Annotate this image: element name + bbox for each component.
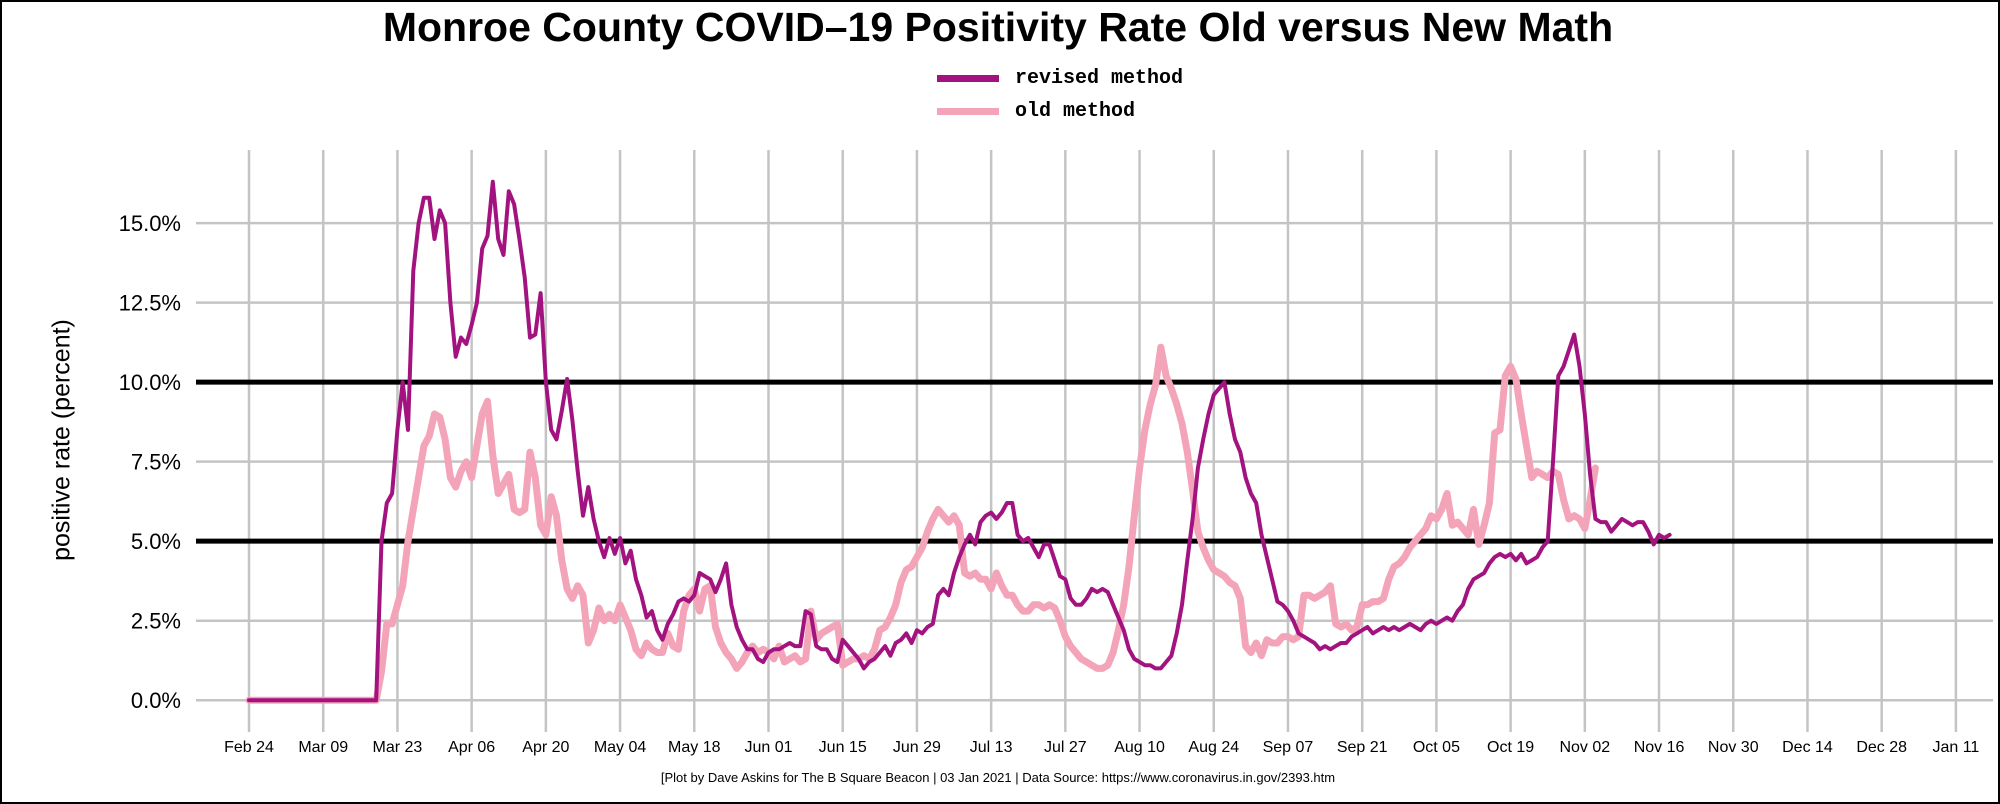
- x-tick-labels: Feb 24 Mar 09 Mar 23 Apr 06 Apr 20 May 04 May …: [224, 739, 1979, 756]
- x-tick-label: Nov 16: [1634, 739, 1685, 756]
- y-axis-label: positive rate (percent): [47, 319, 76, 561]
- x-tick-label: Dec 14: [1782, 739, 1833, 756]
- y-tick-label: 15.0%: [119, 211, 181, 236]
- y-tick-label: 2.5%: [131, 609, 181, 634]
- reference-lines: [196, 379, 1993, 544]
- x-tick-label: Aug 10: [1114, 739, 1165, 756]
- chart-title: Monroe County COVID–19 Positivity Rate O…: [382, 4, 1614, 50]
- y-tick-labels: 0.0% 2.5% 5.0% 7.5% 10.0% 12.5% 15.0%: [119, 211, 181, 713]
- x-tick-label: Mar 23: [373, 739, 423, 756]
- x-tick-label: Jun 15: [819, 739, 867, 756]
- x-tick-label: Feb 24: [224, 739, 274, 756]
- y-tick-label: 7.5%: [131, 450, 181, 475]
- legend-item-old: old method: [937, 95, 1183, 128]
- y-tick-label: 12.5%: [119, 291, 181, 316]
- x-tick-label: Nov 30: [1708, 739, 1759, 756]
- series-line-old-method: [245, 343, 1599, 704]
- y-tick-label: 10.0%: [119, 370, 181, 395]
- x-tick-label: Apr 06: [448, 739, 495, 756]
- x-tick-label: May 18: [668, 739, 721, 756]
- x-tick-label: May 04: [594, 739, 647, 756]
- x-tick-label: Jun 29: [893, 739, 941, 756]
- y-tick-label: 5.0%: [131, 529, 181, 554]
- x-tick-label: Jun 01: [744, 739, 792, 756]
- x-tick-label: Jul 27: [1044, 739, 1087, 756]
- series-layer: [245, 179, 1672, 704]
- x-tick-label: Oct 05: [1413, 739, 1460, 756]
- x-tick-label: Aug 24: [1188, 739, 1239, 756]
- y-tick-label: 0.0%: [131, 688, 181, 713]
- legend-item-revised: revised method: [937, 62, 1183, 95]
- x-tick-label: Jan 11: [1932, 739, 1979, 756]
- x-tick-label: Oct 19: [1487, 739, 1534, 756]
- x-tick-label: Dec 28: [1856, 739, 1907, 756]
- x-tick-label: Nov 02: [1559, 739, 1610, 756]
- x-tick-label: Mar 09: [298, 739, 348, 756]
- x-tick-label: Sep 07: [1263, 739, 1314, 756]
- legend-label-revised: revised method: [1015, 67, 1184, 90]
- x-tick-label: Sep 21: [1337, 739, 1388, 756]
- legend-swatch-revised: [937, 75, 999, 82]
- x-tick-label: Jul 13: [970, 739, 1013, 756]
- chart-caption: [Plot by Dave Askins for The B Square Be…: [660, 770, 1336, 785]
- legend: revised method old method: [937, 62, 1183, 128]
- legend-swatch-old: [937, 108, 999, 115]
- legend-label-old: old method: [1015, 100, 1136, 123]
- series-line-revised-method: [247, 179, 1672, 703]
- grid-layer: [196, 150, 1993, 732]
- x-tick-label: Apr 20: [522, 739, 569, 756]
